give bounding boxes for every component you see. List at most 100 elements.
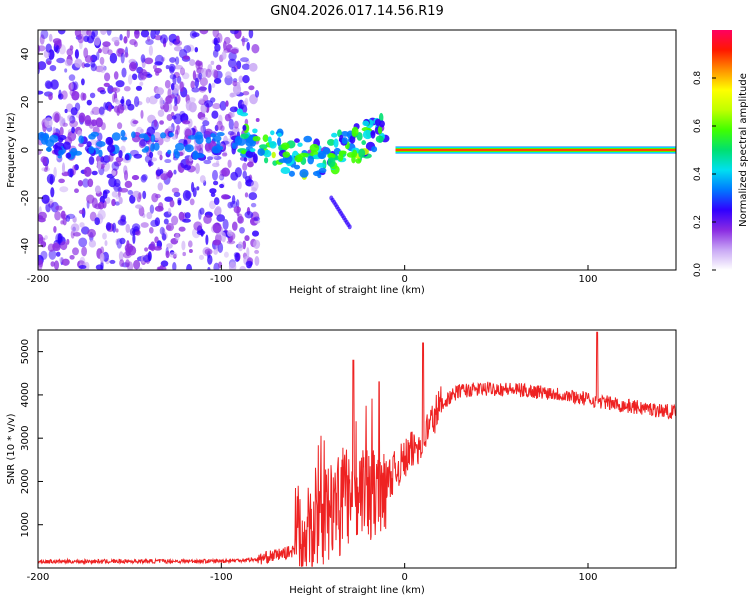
heatmap-noise-cell — [246, 247, 250, 259]
heatmap-breakup-cell — [263, 149, 272, 158]
heatmap-breakup-cell — [371, 146, 378, 153]
heatmap-noise-cell — [198, 72, 203, 80]
heatmap-noise-cell — [182, 218, 191, 223]
heatmap-noise-cell — [167, 126, 173, 132]
heatmap-noise-cell — [98, 48, 102, 54]
heatmap-band-cell — [167, 149, 172, 155]
heatmap-breakup-cell — [282, 151, 291, 158]
heatmap-band-cell — [58, 149, 64, 156]
heatmap-noise-cell — [131, 223, 141, 232]
heatmap-noise-cell — [115, 238, 119, 246]
snr-panel: -200 -100 0 100 1000 2000 3000 4000 5000 Height… — [6, 329, 677, 596]
heatmap-noise-cell — [163, 101, 170, 113]
heatmap-noise-cell — [38, 61, 47, 71]
heatmap-noise-cell — [74, 30, 82, 38]
heatmap-noise-cell — [163, 136, 171, 143]
heatmap-breakup-cell — [241, 149, 246, 155]
heatmap-noise-cell — [57, 233, 63, 244]
heatmap-band-cell — [149, 151, 154, 159]
heatmap-noise-cell — [254, 249, 260, 254]
heatmap-noise-cell — [99, 90, 107, 95]
heatmap-noise-cell — [126, 30, 130, 39]
heatmap-breakup-cell — [316, 162, 326, 168]
heatmap-band-cell — [245, 150, 256, 158]
heatmap-breakup-cell — [249, 148, 256, 153]
heatmap-noise-cell — [173, 169, 177, 175]
heatmap-noise-cell — [44, 235, 48, 240]
heatmap-noise-cell — [99, 56, 105, 65]
heatmap-noise-cell — [185, 100, 192, 111]
heatmap-noise-cell — [177, 197, 182, 204]
heatmap-noise-cell — [206, 156, 214, 161]
heatmap-noise-cell — [214, 206, 222, 215]
heatmap-noise-cell — [169, 251, 178, 258]
heatmap-breakup-cell — [257, 148, 265, 156]
heatmap-noise-cell — [253, 239, 261, 249]
heatmap-noise-cell — [207, 266, 211, 270]
heatmap-noise-cell — [147, 161, 154, 167]
heatmap-noise-cell — [213, 69, 219, 80]
heatmap-noise-cell — [54, 210, 61, 221]
heatmap-noise-cell — [140, 174, 147, 183]
heatmap-noise-cell — [77, 129, 83, 137]
heatmap-noise-cell — [213, 78, 222, 84]
heatmap-noise-cell — [215, 64, 222, 71]
heatmap-noise-cell — [181, 240, 186, 251]
heatmap-noise-cell — [135, 85, 143, 91]
heatmap-noise-cell — [115, 194, 120, 200]
heatmap-noise-cell — [182, 72, 190, 80]
heatmap-breakup-cell — [362, 129, 373, 140]
heatmap-noise-cell — [78, 237, 88, 248]
heatmap-breakup-cell — [379, 120, 385, 128]
heatmap-noise-cell — [200, 67, 208, 78]
heatmap-noise-cell — [178, 211, 185, 221]
heatmap-noise-cell — [163, 218, 169, 225]
heatmap-noise-cell — [43, 160, 48, 167]
heatmap-noise-cell — [199, 77, 209, 87]
heatmap-breakup-cell — [327, 157, 336, 168]
heatmap-band-cell — [70, 147, 78, 157]
heatmap-breakup-cell — [362, 120, 370, 127]
heatmap-band-cell — [175, 142, 185, 151]
heatmap-noise-cell — [139, 69, 148, 80]
heatmap-noise-cell — [157, 150, 163, 156]
heatmap-noise-cell — [97, 160, 102, 171]
heatmap-noise-cell — [221, 231, 227, 243]
heatmap-noise-cell — [154, 54, 164, 66]
heatmap-noise-cell — [82, 178, 90, 188]
heatmap-noise-cell — [90, 110, 94, 115]
heatmap-noise-cell — [91, 170, 98, 176]
heatmap-noise-cell — [171, 215, 179, 226]
heatmap-noise-cell — [122, 251, 132, 259]
y-tick-label: -20 — [20, 190, 31, 206]
heatmap-noise-cell — [144, 247, 149, 252]
heatmap-noise-cell — [228, 261, 237, 270]
heatmap-noise-cell — [114, 98, 119, 103]
heatmap-noise-cell — [66, 48, 74, 57]
heatmap-noise-cell — [233, 120, 239, 129]
heatmap-noise-cell — [79, 222, 85, 228]
heatmap-noise-cell — [241, 35, 245, 47]
heatmap-band-cell — [195, 153, 205, 159]
heatmap-noise-cell — [179, 110, 186, 118]
heatmap-noise-cell — [227, 130, 235, 136]
heatmap-band-cell — [231, 142, 237, 150]
heatmap-noise-cell — [237, 241, 244, 252]
heatmap-noise-cell — [254, 90, 260, 98]
heatmap-noise-cell — [233, 206, 241, 214]
spectrogram-heatmap — [38, 30, 676, 270]
heatmap-noise-cell — [212, 239, 222, 246]
heatmap-noise-cell — [57, 30, 66, 35]
heatmap-noise-cell — [123, 36, 128, 44]
heatmap-noise-cell — [74, 49, 79, 59]
heatmap-noise-cell — [119, 237, 126, 245]
heatmap-noise-cell — [212, 30, 220, 38]
heatmap-noise-cell — [105, 222, 112, 231]
heatmap-noise-cell — [194, 77, 199, 88]
heatmap-noise-cell — [94, 185, 101, 194]
heatmap-noise-cell — [196, 186, 200, 191]
y-tick-label: 0 — [20, 147, 31, 153]
heatmap-noise-cell — [171, 187, 180, 194]
heatmap-noise-cell — [234, 252, 240, 263]
heatmap-noise-cell — [202, 120, 210, 127]
